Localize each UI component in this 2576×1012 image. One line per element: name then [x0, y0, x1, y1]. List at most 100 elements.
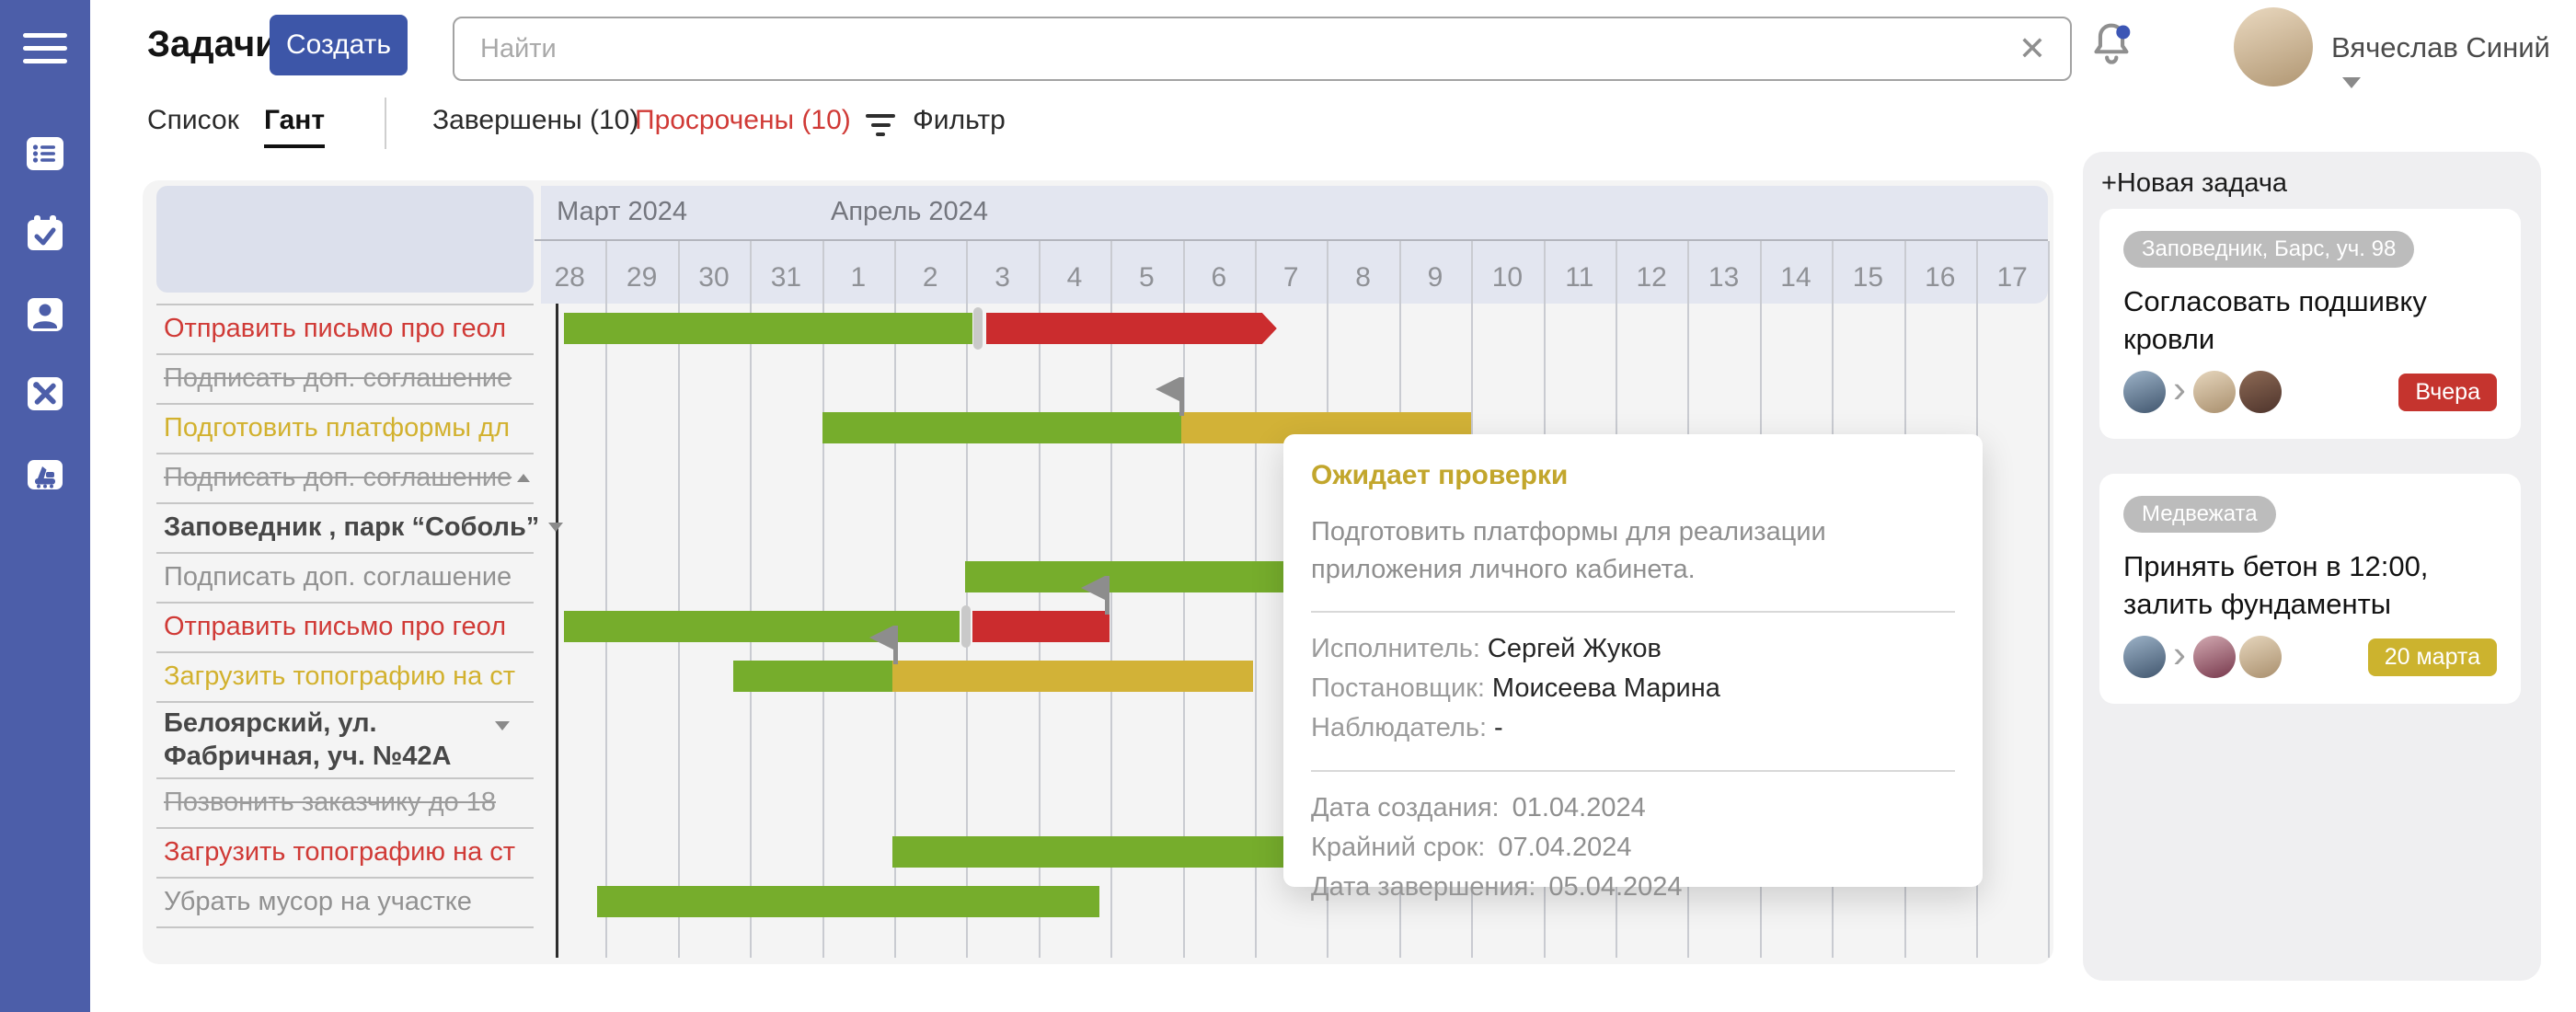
row-divider — [156, 701, 534, 703]
notifications-bell-icon[interactable] — [2085, 18, 2138, 72]
row-divider — [156, 651, 534, 653]
tooltip-field: Крайний срок: 07.04.2024 — [1311, 833, 1632, 862]
avatar — [2123, 636, 2166, 678]
task-row-label[interactable]: Загрузить топографию на ст — [164, 661, 516, 691]
row-divider — [156, 777, 534, 779]
new-task-button[interactable]: +Новая задача — [2101, 168, 2288, 198]
grid-line — [894, 241, 896, 958]
user-menu[interactable]: Вячеслав Синий — [2331, 31, 2576, 98]
row-divider — [156, 403, 534, 405]
tooltip-divider — [1311, 770, 1955, 772]
caret-down-icon[interactable] — [495, 721, 510, 730]
calendar-check-icon[interactable] — [23, 212, 67, 256]
gantt-bar-red[interactable] — [972, 611, 1110, 642]
tab-separator — [385, 98, 386, 149]
day-cell: 9 — [1427, 262, 1443, 293]
day-cell: 10 — [1491, 262, 1524, 293]
task-description: Подготовить платформы для реализации при… — [1311, 517, 1826, 584]
grid-line — [677, 241, 680, 958]
tools-icon[interactable] — [23, 372, 67, 416]
tab-gantt[interactable]: Гант — [264, 105, 326, 148]
task-row-label[interactable]: Подписать доп. соглашение — [164, 453, 531, 502]
due-date-badge: Вчера — [2398, 373, 2497, 411]
gantt-bar-green[interactable] — [563, 611, 960, 642]
grid-line — [1110, 241, 1113, 958]
tab-overdue[interactable]: Просрочены (10) — [635, 105, 851, 135]
create-button[interactable]: Создать — [270, 15, 408, 75]
tooltip-field: Исполнитель: Сергей Жуков — [1311, 634, 1662, 663]
sidebar — [0, 0, 90, 1012]
day-cell: 14 — [1780, 262, 1811, 293]
task-row-label[interactable]: Подготовить платформы дл — [164, 413, 511, 443]
gantt-timeline-header — [541, 186, 2048, 304]
month-divider-line — [535, 239, 2048, 241]
task-card[interactable]: Заповедник, Барс, уч. 98 Согласовать подш… — [2099, 209, 2521, 439]
chevron-right-icon: › — [2173, 367, 2186, 410]
task-row-label[interactable]: Отправить письмо про геол — [164, 612, 506, 641]
chevron-right-icon: › — [2173, 632, 2186, 675]
gantt-bar-green[interactable] — [822, 412, 1182, 443]
row-divider — [156, 502, 534, 504]
task-row-label[interactable]: Подписать доп. соглашение — [164, 363, 512, 393]
day-cell: 7 — [1282, 262, 1299, 293]
day-cell: 4 — [1066, 262, 1083, 293]
tab-completed[interactable]: Завершены (10) — [432, 105, 639, 135]
search-box: ✕ — [453, 17, 2072, 81]
grid-line — [2048, 241, 2051, 958]
gantt-bar-yellow[interactable] — [892, 661, 1254, 692]
gantt-bar-green[interactable] — [733, 661, 893, 692]
avatar — [2239, 636, 2282, 678]
chart-start-axis — [556, 304, 558, 958]
chevron-down-icon — [2342, 76, 2361, 88]
day-cell: 8 — [1355, 262, 1371, 293]
gantt-bar-red[interactable] — [986, 313, 1277, 344]
task-row-label[interactable]: Позвонить заказчику до 18 — [164, 788, 496, 817]
tab-list[interactable]: Список — [147, 105, 239, 135]
row-divider — [156, 602, 534, 604]
day-cell: 3 — [995, 262, 1010, 293]
gantt-bar-green[interactable] — [563, 313, 972, 344]
task-card[interactable]: Медвежата Принять бетон в 12:00, залить ф… — [2099, 474, 2521, 704]
unread-dot — [2116, 25, 2131, 40]
task-panel: +Новая задача Заповедник, Барс, уч. 98 Со… — [2083, 152, 2541, 981]
task-list-icon[interactable] — [23, 132, 67, 176]
task-card-title: Согласовать подшивку кровли — [2123, 285, 2427, 355]
tooltip-divider — [1311, 611, 1955, 613]
gantt-bar-green[interactable] — [596, 886, 1100, 917]
avatar — [2193, 636, 2236, 678]
contacts-icon[interactable] — [23, 293, 67, 337]
task-row-label[interactable]: Заповедник , парк “Соболь” — [164, 502, 564, 552]
row-divider — [156, 877, 534, 879]
avatar — [2123, 371, 2166, 413]
filter-button[interactable]: Фильтр — [913, 105, 1006, 135]
search-input[interactable] — [453, 17, 2072, 81]
day-cell: 6 — [1211, 262, 1227, 293]
deadline-tick — [973, 307, 983, 350]
deadline-flag-icon — [868, 626, 898, 664]
task-row-label[interactable]: Белоярский, ул. Фабричная, уч. №42А — [164, 701, 524, 777]
tooltip-field: Дата завершения: 05.04.2024 — [1311, 872, 1683, 902]
grid-line — [1038, 241, 1041, 958]
day-cell: 12 — [1636, 262, 1667, 293]
deadline-flag-icon — [1156, 377, 1185, 416]
task-row-label[interactable]: Отправить письмо про геол — [164, 314, 506, 343]
view-tabs: Список Гант Завершены (10) Просрочены (1… — [0, 92, 2576, 156]
day-cell: 17 — [1996, 262, 2028, 293]
gantt-names-header — [156, 186, 534, 293]
tooltip-field: Наблюдатель: - — [1311, 713, 1503, 742]
grid-line — [605, 241, 608, 958]
clear-search-icon[interactable]: ✕ — [2018, 29, 2046, 67]
task-row-label[interactable]: Загрузить топографию на ст — [164, 837, 516, 867]
task-row-label[interactable]: Убрать мусор на участке — [164, 887, 472, 916]
day-cell: 15 — [1852, 262, 1884, 293]
filter-icon[interactable] — [865, 114, 896, 142]
user-avatar[interactable] — [2234, 7, 2313, 86]
day-cell: 31 — [770, 262, 802, 293]
tooltip-field: Дата создания: 01.04.2024 — [1311, 793, 1646, 822]
task-row-label[interactable]: Подписать доп. соглашение — [164, 562, 512, 592]
caret-down-icon[interactable] — [548, 523, 564, 532]
caret-up-icon[interactable] — [517, 473, 531, 482]
day-cell: 13 — [1708, 262, 1740, 293]
equipment-icon[interactable] — [23, 453, 67, 497]
menu-icon[interactable] — [23, 33, 67, 68]
